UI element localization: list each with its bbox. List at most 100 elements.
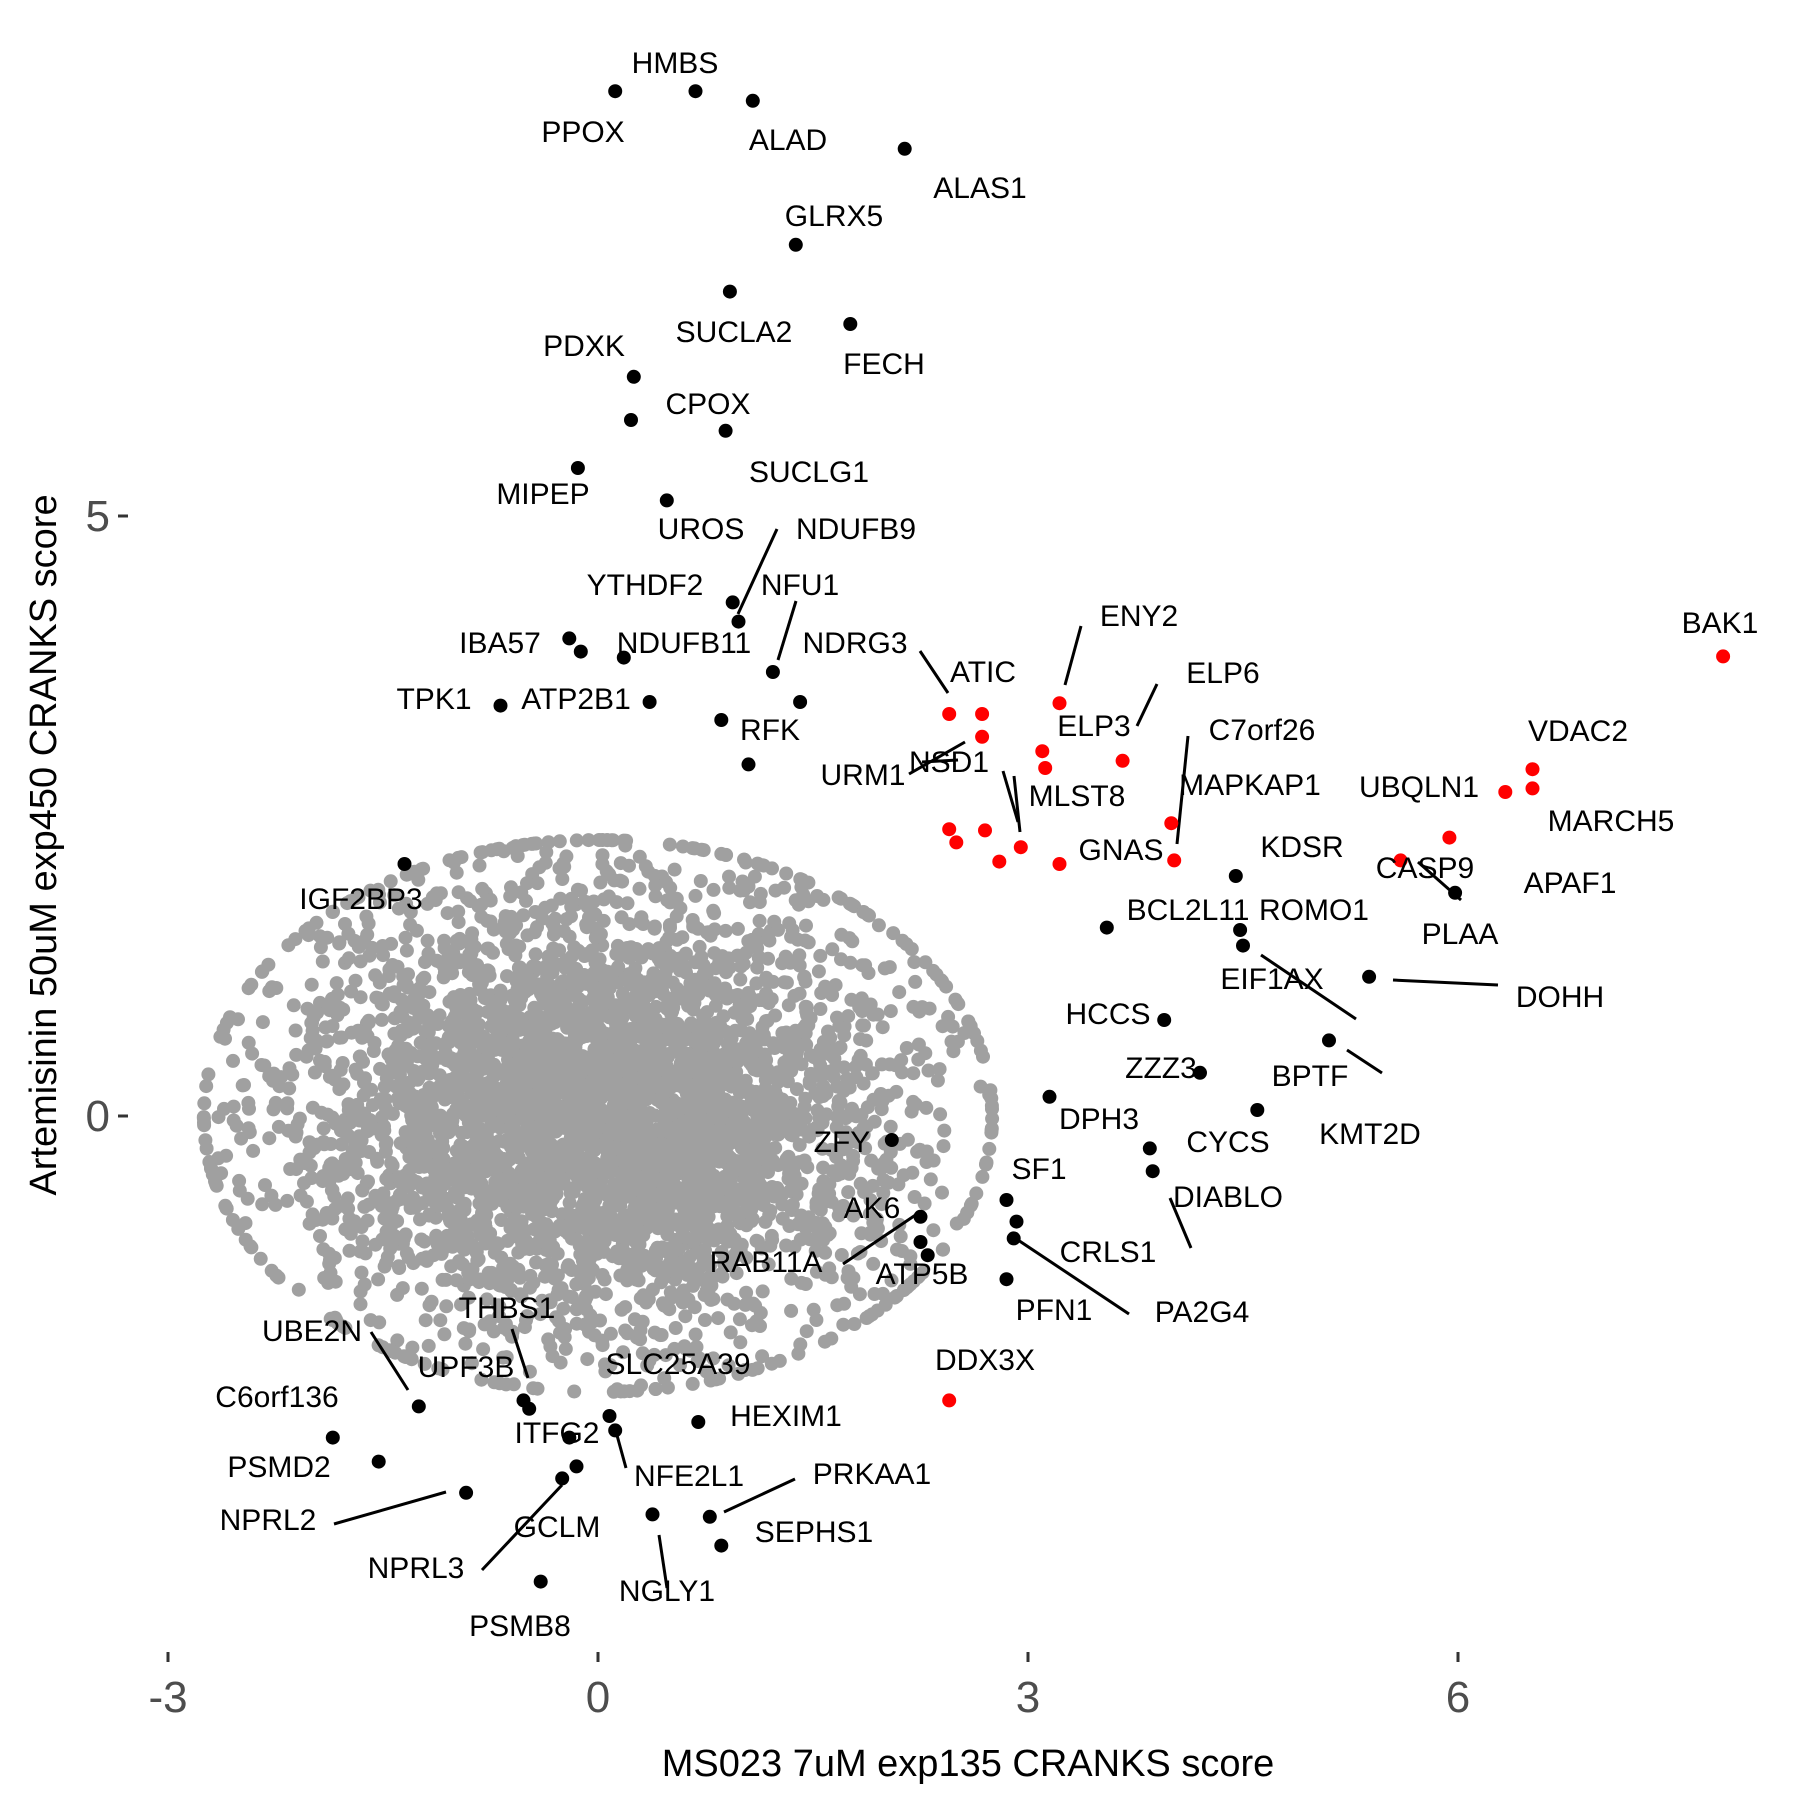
gene-label-gnas: GNAS: [1078, 834, 1163, 867]
background-point: [768, 883, 783, 898]
data-point-atic: [942, 707, 957, 721]
background-point: [435, 1362, 450, 1377]
label-connector: [776, 600, 798, 661]
background-point: [420, 933, 435, 948]
background-point: [917, 1196, 932, 1211]
gene-label-ndufb9: NDUFB9: [796, 513, 916, 546]
background-point: [426, 1089, 441, 1103]
gene-label-c7orf26: C7orf26: [1209, 714, 1316, 747]
gene-label-eif1ax: EIF1AX: [1220, 963, 1323, 996]
background-point: [581, 833, 596, 848]
background-point: [598, 1364, 613, 1379]
background-point: [578, 1018, 593, 1032]
background-point: [375, 939, 390, 953]
background-point: [699, 1097, 714, 1112]
background-point: [297, 1176, 311, 1191]
background-point: [451, 1069, 465, 1084]
data-point-apaf1: [1448, 885, 1463, 900]
background-point: [588, 967, 603, 982]
gene-label-ndrg3: NDRG3: [802, 627, 907, 660]
background-point: [816, 1078, 831, 1093]
gene-label-ngly1: NGLY1: [619, 1575, 715, 1608]
background-point: [660, 893, 675, 908]
background-point: [985, 1111, 1000, 1126]
background-point: [472, 858, 487, 873]
background-point: [406, 1064, 421, 1078]
background-point: [493, 983, 508, 998]
background-point: [313, 1053, 327, 1068]
background-point: [577, 1159, 592, 1174]
background-point: [392, 1261, 407, 1275]
background-point: [762, 1114, 777, 1129]
background-point: [893, 1229, 908, 1244]
background-point: [595, 1074, 610, 1089]
background-point: [525, 1182, 540, 1197]
background-point: [579, 1302, 594, 1317]
background-point: [255, 1015, 270, 1030]
background-point: [510, 982, 525, 997]
background-point: [525, 1074, 540, 1089]
background-point: [574, 970, 589, 985]
background-point: [496, 1350, 511, 1365]
background-point: [685, 993, 700, 1008]
x-axis: -3 0 3 6 MS023 7uM exp135 CRANKS score: [148, 1652, 1470, 1785]
background-point: [784, 1303, 799, 1318]
data-point-uros: [659, 493, 674, 508]
background-point: [921, 1063, 936, 1078]
background-point: [620, 1326, 635, 1341]
background-point: [451, 885, 466, 900]
background-point: [687, 955, 702, 970]
background-point: [499, 1377, 514, 1392]
background-point: [812, 1046, 826, 1061]
background-point: [779, 866, 794, 881]
background-point: [936, 1139, 951, 1154]
gene-label-igf2bp3: IGF2BP3: [299, 883, 422, 916]
background-point: [292, 1111, 307, 1126]
data-point-rab11a: [913, 1235, 928, 1249]
background-point: [395, 1009, 410, 1024]
background-point: [826, 1044, 841, 1059]
background-point: [629, 1092, 644, 1106]
background-point: [799, 1324, 814, 1339]
label-connector: [1012, 775, 1022, 833]
background-point: [638, 1111, 653, 1125]
gene-label-hmbs: HMBS: [632, 47, 719, 80]
background-point: [429, 1146, 444, 1161]
background-point: [555, 872, 570, 886]
gene-label-hexim1: HEXIM1: [730, 1400, 842, 1433]
background-point: [433, 1050, 448, 1065]
background-point: [226, 1113, 241, 1128]
background-point: [396, 1191, 410, 1206]
background-point: [305, 1023, 320, 1038]
background-point: [473, 845, 488, 860]
label-connector: [1135, 683, 1159, 727]
background-point: [406, 1256, 421, 1271]
background-point: [617, 1172, 631, 1187]
gene-label-ndufb11: NDUFB11: [617, 627, 751, 660]
gene-label-atp5b: ATP5B: [876, 1258, 969, 1291]
background-point: [246, 1143, 261, 1158]
data-point: [978, 823, 992, 838]
background-point: [659, 1117, 674, 1132]
background-point: [531, 1169, 546, 1184]
background-point: [282, 1061, 297, 1076]
data-point: [616, 650, 631, 665]
background-point: [199, 1141, 214, 1156]
background-point: [358, 1071, 373, 1086]
data-point-hccs: [1157, 1013, 1172, 1027]
background-point: [441, 1030, 456, 1045]
data-point-elp3: [1035, 744, 1050, 759]
background-point: [655, 1263, 670, 1278]
data-point-pdxk: [626, 369, 641, 384]
gene-label-gclm: GCLM: [514, 1511, 601, 1544]
background-point: [353, 1297, 368, 1312]
background-point: [404, 1352, 419, 1367]
gene-label-nsd1: NSD1: [909, 746, 989, 779]
background-point: [673, 1056, 688, 1071]
background-point: [486, 1324, 501, 1339]
background-point: [567, 1384, 582, 1399]
background-point: [556, 1117, 571, 1132]
background-point: [495, 1006, 510, 1021]
background-point: [829, 1149, 844, 1164]
background-point: [437, 1327, 452, 1342]
